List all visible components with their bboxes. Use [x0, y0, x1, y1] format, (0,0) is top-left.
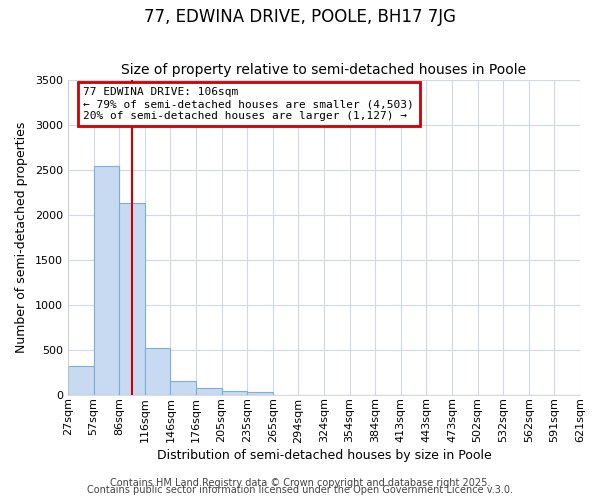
Bar [247, 392, 273, 394]
Bar [145, 348, 170, 395]
Bar [94, 166, 119, 394]
Text: Contains public sector information licensed under the Open Government Licence v.: Contains public sector information licen… [87, 485, 513, 495]
Y-axis label: Number of semi-detached properties: Number of semi-detached properties [15, 122, 28, 353]
Bar [119, 203, 145, 394]
Text: 77, EDWINA DRIVE, POOLE, BH17 7JG: 77, EDWINA DRIVE, POOLE, BH17 7JG [144, 8, 456, 26]
Text: Contains HM Land Registry data © Crown copyright and database right 2025.: Contains HM Land Registry data © Crown c… [110, 478, 490, 488]
Bar [196, 388, 221, 394]
X-axis label: Distribution of semi-detached houses by size in Poole: Distribution of semi-detached houses by … [157, 450, 491, 462]
Bar [170, 381, 196, 394]
Text: 77 EDWINA DRIVE: 106sqm
← 79% of semi-detached houses are smaller (4,503)
20% of: 77 EDWINA DRIVE: 106sqm ← 79% of semi-de… [83, 88, 414, 120]
Title: Size of property relative to semi-detached houses in Poole: Size of property relative to semi-detach… [121, 63, 527, 77]
Bar [68, 366, 94, 394]
Bar [221, 391, 247, 394]
